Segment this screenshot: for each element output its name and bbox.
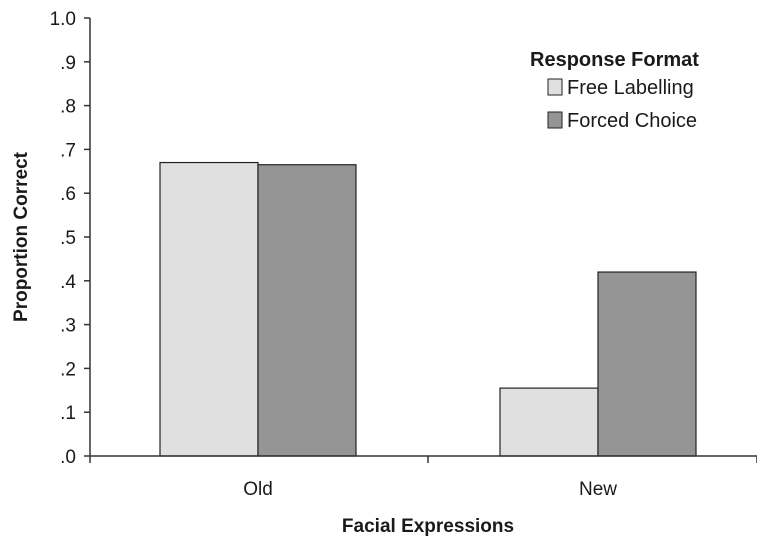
y-tick-label: .9 (60, 53, 76, 74)
legend: Response Format Free Labelling Forced Cho… (530, 49, 699, 132)
legend-label: Free Labelling (567, 77, 694, 99)
y-tick-label: 1.0 (50, 9, 76, 30)
y-tick-label: .4 (60, 272, 76, 293)
bar (499, 387, 599, 457)
legend-label: Forced Choice (567, 110, 697, 132)
x-ticks: Old New (89, 456, 757, 500)
y-tick-label: .3 (60, 316, 76, 337)
legend-swatch (547, 111, 563, 129)
x-tick-label: New (579, 479, 617, 500)
bar (159, 161, 259, 457)
legend-title: Response Format (530, 49, 699, 71)
y-tick-label: .2 (60, 359, 76, 380)
x-axis-title: Facial Expressions (342, 516, 514, 537)
y-tick-label: .0 (60, 447, 76, 468)
bar (597, 271, 697, 457)
y-ticks: .0 .1 .2 .3 .4 .5 .6 .7 .8 .9 1.0 (50, 9, 90, 468)
bars-layer (159, 161, 697, 457)
bar (257, 164, 357, 457)
y-tick-label: .6 (60, 184, 76, 205)
y-tick-label: .1 (60, 403, 76, 424)
y-axis-title: Proportion Correct (11, 151, 32, 322)
x-tick-label: Old (243, 479, 273, 500)
legend-items: Free Labelling Forced Choice (547, 77, 697, 132)
y-tick-label: .8 (60, 97, 76, 118)
legend-swatch (547, 78, 563, 96)
y-tick-label: .7 (60, 140, 76, 161)
y-tick-label: .5 (60, 228, 76, 249)
